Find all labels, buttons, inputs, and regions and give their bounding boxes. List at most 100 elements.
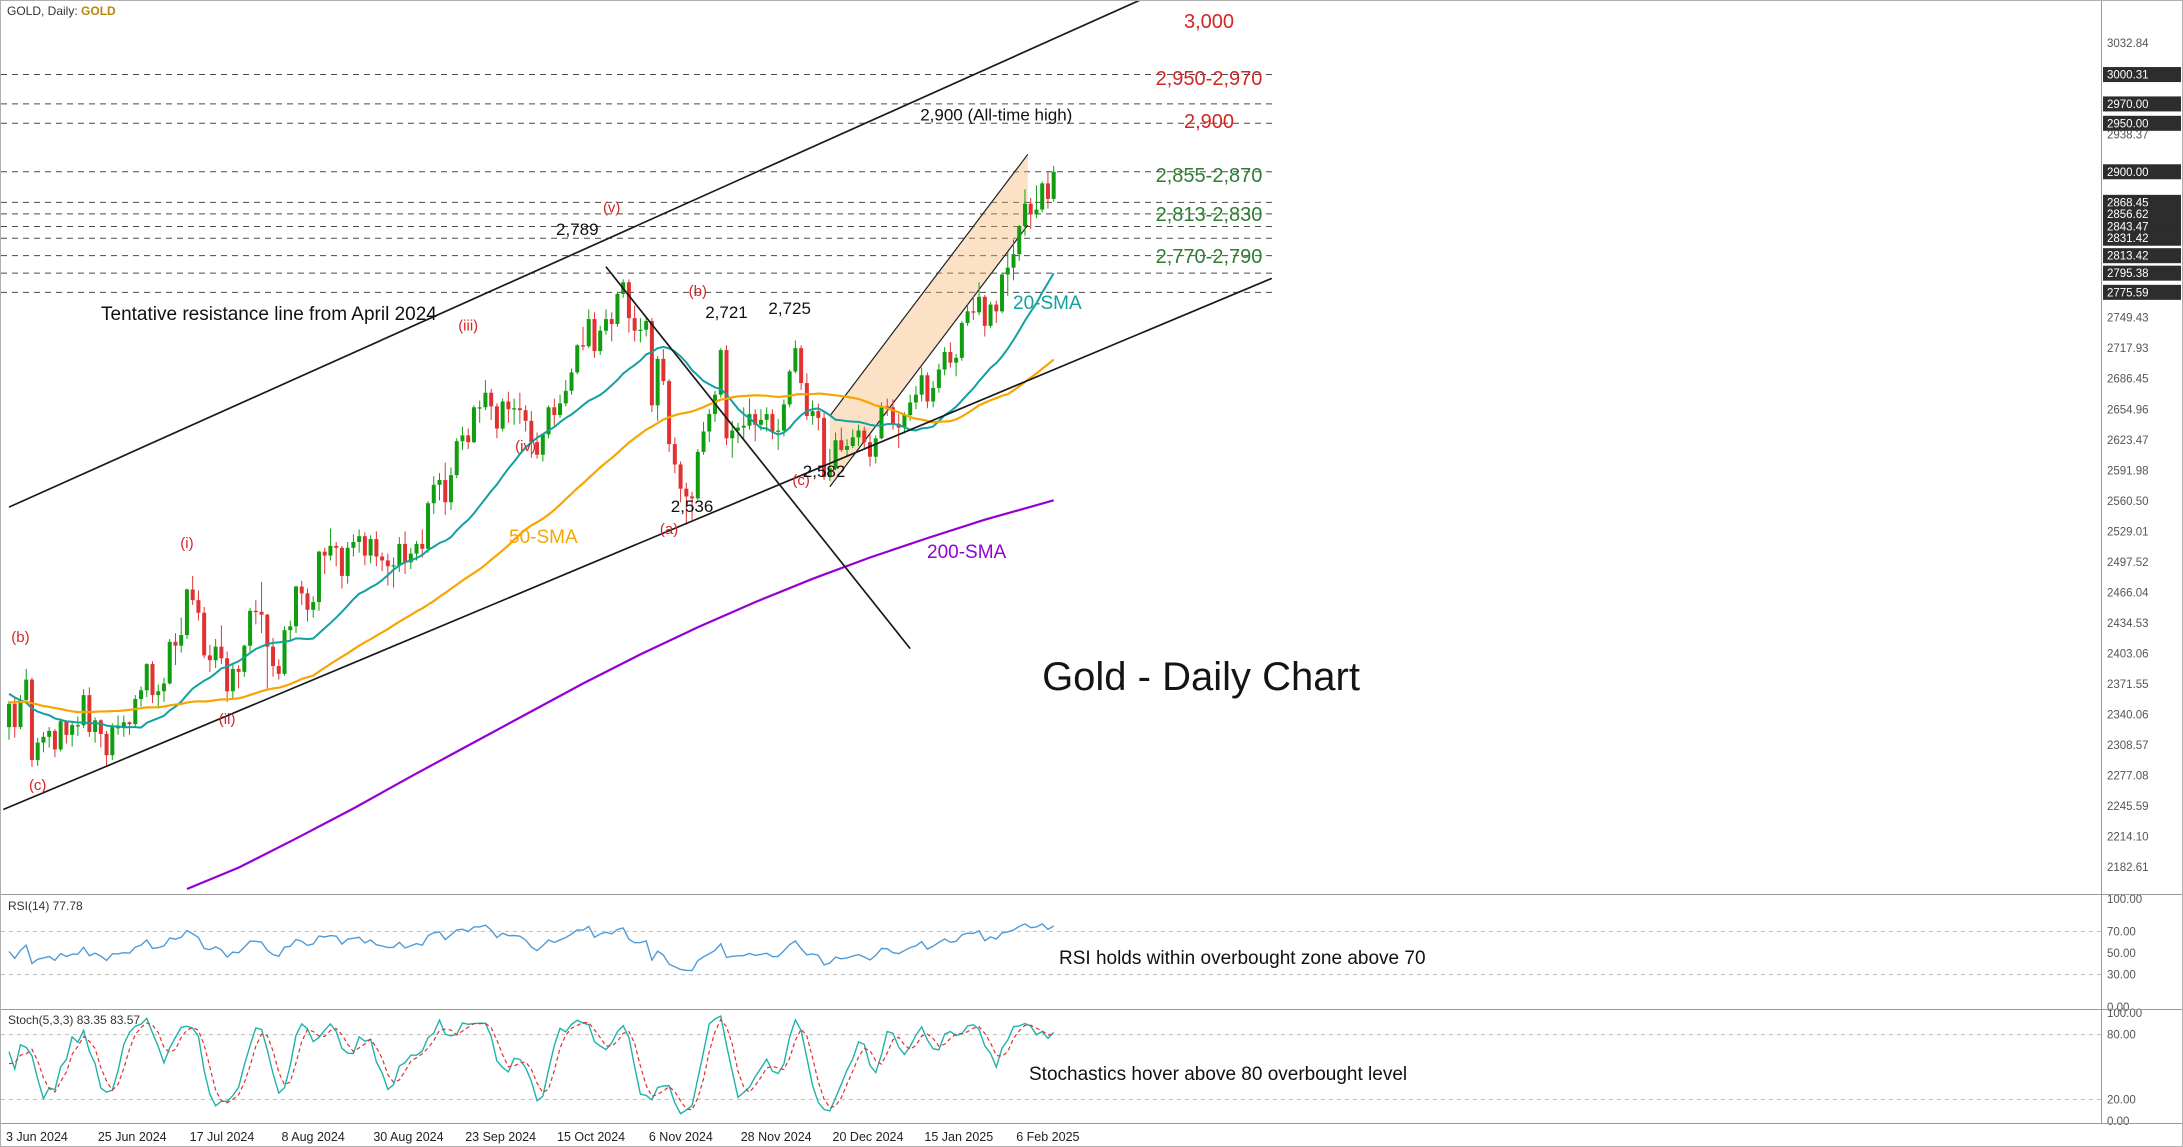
candle-body: [448, 475, 453, 503]
candle-body: [75, 725, 80, 727]
candle-body: [391, 565, 396, 567]
rsi-axis-label: 50.00: [2107, 948, 2136, 960]
candle-body: [161, 683, 166, 692]
candle-body: [139, 690, 144, 700]
candle-body: [942, 352, 947, 370]
candle-body: [649, 321, 654, 406]
annotation: (iii): [458, 318, 478, 335]
candle-body: [351, 541, 356, 548]
candle-body: [529, 420, 534, 443]
price-axis-tick: 2434.53: [2107, 618, 2149, 630]
candle-body: [609, 319, 614, 324]
price-box-label: 3000.31: [2107, 70, 2149, 82]
price-box-label: 2795.38: [2107, 268, 2149, 280]
candle-body: [110, 727, 115, 756]
price-axis-tick: 2938.37: [2107, 130, 2149, 142]
candle-body: [1000, 274, 1005, 312]
candle-body: [271, 646, 276, 667]
symbol-timeframe-text: GOLD, Daily:: [7, 4, 78, 18]
candle-body: [339, 547, 344, 576]
sma200-line[interactable]: [186, 499, 1054, 890]
price-axis-tick: 2214.10: [2107, 832, 2149, 844]
price-axis-tick: 2623.47: [2107, 435, 2149, 447]
candle-body: [345, 547, 350, 576]
candle-body: [959, 322, 964, 358]
level-label-2855-2870: 2,855-2,870: [1155, 165, 1263, 187]
candle-body: [81, 695, 86, 726]
candle-body: [644, 321, 649, 330]
candle-body: [219, 646, 224, 659]
annotation: (c): [792, 472, 810, 489]
rsi-axis-label: 100.00: [2107, 894, 2142, 906]
candle-body: [655, 358, 660, 406]
sma20-line[interactable]: [8, 272, 1055, 729]
stoch-axis-label: 100.00: [2107, 1008, 2142, 1020]
candle-body: [127, 722, 132, 725]
price-box: [2103, 248, 2181, 264]
price-box: [2103, 230, 2181, 246]
trendline-corrective-downtrend[interactable]: [605, 266, 911, 650]
candle-body: [845, 446, 850, 450]
candle-body: [87, 695, 92, 732]
candle-body: [569, 372, 574, 391]
candle-body: [936, 369, 941, 388]
trendline-tentative-resistance-april-2024[interactable]: [8, 1, 1141, 508]
channel-edge[interactable]: [829, 153, 1029, 417]
candle-body: [29, 679, 34, 761]
candle-body: [253, 610, 258, 613]
candle-body: [753, 414, 758, 425]
candle-body: [581, 345, 585, 347]
candle-body: [305, 593, 310, 610]
candle-body: [93, 720, 98, 732]
candle-body: [18, 699, 23, 728]
trendline-ascending-support[interactable]: [2, 277, 1273, 811]
candle-body: [678, 464, 683, 489]
annotation: 2,536: [671, 497, 714, 516]
level-label-2813-2830: 2,813-2,830: [1155, 204, 1263, 226]
candle-body: [913, 394, 918, 403]
date-axis-label: 30 Aug 2024: [373, 1130, 443, 1144]
date-axis-label: 3 Jun 2024: [6, 1130, 68, 1144]
candle-body: [690, 496, 695, 499]
candle-body: [776, 430, 781, 432]
candle-body: [489, 392, 494, 407]
annotation: (b): [689, 283, 707, 300]
candle-body: [190, 589, 195, 601]
annotation: (ii): [219, 711, 236, 728]
candle-body: [47, 730, 52, 737]
price-box-label: 2813.42: [2107, 251, 2149, 263]
candle-body: [879, 406, 884, 439]
sma50-line[interactable]: [8, 358, 1055, 714]
stochastic-panel: 100.00 80.00 20.00 0.00: [1, 1008, 2142, 1128]
channel-fill[interactable]: [829, 154, 1028, 487]
candle-body: [357, 536, 362, 542]
candle-body: [500, 401, 505, 429]
candle-body: [311, 602, 316, 610]
candle-body: [1045, 183, 1050, 199]
rsi-axis-label: 30.00: [2107, 970, 2136, 982]
annotation: (a): [660, 521, 678, 538]
candle-body: [259, 611, 264, 615]
candle-body: [299, 586, 304, 594]
date-axis-label: 20 Dec 2024: [833, 1130, 904, 1144]
candle-body: [781, 404, 786, 431]
candle-body: [207, 655, 212, 661]
candle-body: [741, 425, 746, 428]
rsi-axis-label: 0.00: [2107, 1002, 2129, 1014]
price-box: [2103, 206, 2181, 222]
candle-body: [833, 440, 838, 469]
candle-body: [414, 543, 419, 554]
candle-body: [368, 539, 373, 556]
candle-body: [24, 679, 29, 700]
candle-body: [850, 437, 855, 447]
candle-body: [598, 330, 603, 352]
candle-body: [477, 407, 482, 409]
price-box: [2103, 194, 2181, 210]
price-axis-tick: 2403.06: [2107, 648, 2149, 660]
level-label-2900: 2,900: [1183, 111, 1235, 133]
candle-body: [454, 441, 459, 476]
price-box-label: 2970.00: [2107, 99, 2149, 111]
channel-edge[interactable]: [829, 224, 1029, 488]
